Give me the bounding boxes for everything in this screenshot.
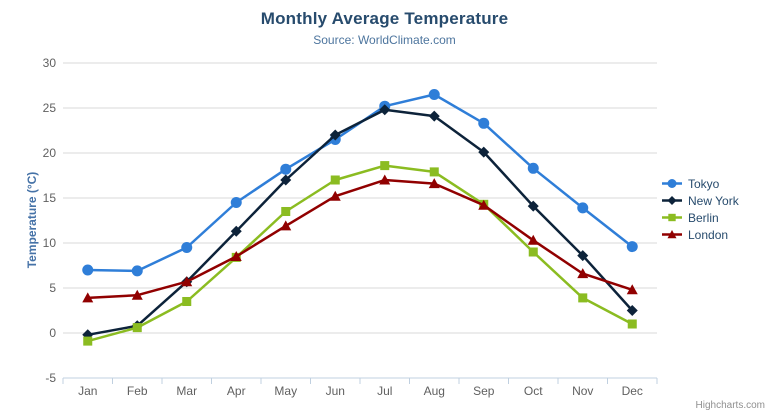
x-axis-tick-label: May — [274, 384, 297, 398]
x-axis-tick-label: Sep — [473, 384, 495, 398]
series-new-york — [82, 104, 638, 341]
data-point-marker-new-york[interactable] — [329, 129, 341, 141]
data-point-marker-new-york[interactable] — [230, 225, 242, 237]
x-axis-tick-label: Apr — [227, 384, 246, 398]
data-point-marker-new-york[interactable] — [577, 250, 589, 262]
data-point-marker-london[interactable] — [181, 276, 193, 287]
legend-item-label: Tokyo — [688, 176, 720, 191]
y-axis-tick-label: 30 — [43, 56, 57, 70]
x-axis-tick-label: Jan — [78, 384, 97, 398]
diamond-marker-icon — [662, 196, 682, 205]
x-axis-tick-label: Oct — [524, 384, 543, 398]
y-axis-title: Temperature (°C) — [25, 171, 39, 269]
x-axis-tick-label: Jul — [377, 384, 392, 398]
square-marker-icon — [662, 213, 682, 222]
data-point-marker-london[interactable] — [577, 268, 589, 279]
data-point-marker-new-york[interactable] — [478, 146, 490, 158]
data-point-marker-tokyo[interactable] — [82, 264, 94, 276]
circle-marker-icon — [662, 179, 682, 188]
chart-title: Monthly Average Temperature — [260, 9, 509, 28]
data-point-marker-berlin[interactable] — [330, 175, 340, 185]
x-axis-tick-label: Nov — [572, 384, 593, 398]
data-point-marker-tokyo[interactable] — [131, 265, 143, 277]
data-point-marker-london[interactable] — [527, 234, 539, 245]
data-point-marker-tokyo[interactable] — [428, 89, 440, 100]
x-axis-tick-label: Dec — [622, 384, 643, 398]
legend: Tokyo New York Berlin London — [661, 175, 739, 243]
legend-item-label: London — [688, 227, 729, 242]
y-axis-tick-label: 0 — [49, 326, 56, 340]
data-point-marker-london[interactable] — [626, 284, 638, 295]
data-point-marker-berlin[interactable] — [132, 323, 142, 333]
data-point-marker-london[interactable] — [82, 292, 94, 303]
series-london — [82, 174, 638, 303]
legend-marker-new-york[interactable] — [667, 196, 677, 205]
data-point-marker-new-york[interactable] — [379, 104, 391, 116]
chart-subtitle: Source: WorldClimate.com — [313, 33, 456, 47]
data-point-marker-tokyo[interactable] — [280, 163, 292, 175]
series-line-tokyo — [86, 93, 634, 273]
data-point-marker-tokyo[interactable] — [230, 197, 242, 208]
data-point-marker-london[interactable] — [280, 220, 292, 231]
x-axis-tick-label: Aug — [424, 384, 445, 398]
y-axis-tick-label: 15 — [43, 191, 57, 205]
data-point-marker-london[interactable] — [329, 190, 341, 201]
data-point-marker-london[interactable] — [379, 174, 391, 185]
series-line-london — [86, 178, 634, 300]
legend-item-london[interactable]: London — [661, 226, 739, 243]
data-point-marker-berlin[interactable] — [429, 167, 439, 177]
data-point-marker-berlin[interactable] — [380, 161, 390, 171]
legend-item-label: New York — [688, 193, 739, 208]
series-line-new-york — [86, 108, 634, 337]
legend-item-new-york[interactable]: New York — [661, 192, 739, 209]
data-point-marker-new-york[interactable] — [428, 110, 440, 122]
data-point-marker-tokyo[interactable] — [527, 162, 539, 174]
data-point-marker-berlin[interactable] — [182, 296, 192, 307]
data-point-marker-new-york[interactable] — [280, 174, 292, 186]
data-point-marker-berlin[interactable] — [627, 319, 637, 329]
legend-item-tokyo[interactable]: Tokyo — [661, 175, 739, 192]
y-axis-tick-label: 20 — [43, 146, 57, 160]
series-line-berlin — [86, 164, 634, 343]
data-point-marker-london[interactable] — [131, 289, 143, 300]
data-point-marker-tokyo[interactable] — [478, 117, 490, 129]
data-point-marker-tokyo[interactable] — [626, 241, 638, 253]
series-tokyo — [82, 89, 638, 277]
data-point-marker-tokyo[interactable] — [181, 242, 193, 253]
data-point-marker-london[interactable] — [428, 178, 440, 189]
triangle-marker-icon — [662, 230, 682, 239]
data-point-marker-london[interactable] — [230, 251, 242, 262]
data-point-marker-london[interactable] — [478, 199, 490, 210]
chart-context-menu-button[interactable] — [729, 18, 753, 38]
legend-marker-tokyo[interactable] — [667, 179, 677, 188]
data-point-marker-berlin[interactable] — [281, 206, 291, 217]
data-point-marker-tokyo[interactable] — [577, 202, 589, 214]
y-axis-tick-label: 25 — [43, 101, 57, 115]
x-axis-tick-label: Feb — [127, 384, 148, 398]
data-point-marker-berlin[interactable] — [83, 336, 93, 346]
data-point-marker-new-york[interactable] — [626, 305, 638, 316]
legend-marker-london[interactable] — [667, 230, 677, 239]
x-axis-tick-label: Jun — [326, 384, 345, 398]
y-axis-tick-label: -5 — [45, 371, 56, 385]
y-axis-tick-label: 10 — [43, 236, 57, 250]
data-point-marker-berlin[interactable] — [578, 293, 588, 303]
legend-marker-berlin[interactable] — [668, 213, 676, 222]
data-point-marker-new-york[interactable] — [527, 200, 539, 212]
y-axis-tick-label: 5 — [49, 281, 56, 295]
legend-item-label: Berlin — [688, 210, 719, 225]
credits-link[interactable]: Highcharts.com — [695, 400, 765, 411]
legend-item-berlin[interactable]: Berlin — [661, 209, 739, 226]
series-berlin — [83, 161, 637, 346]
x-axis-tick-label: Mar — [176, 384, 197, 398]
data-point-marker-berlin[interactable] — [528, 247, 538, 257]
